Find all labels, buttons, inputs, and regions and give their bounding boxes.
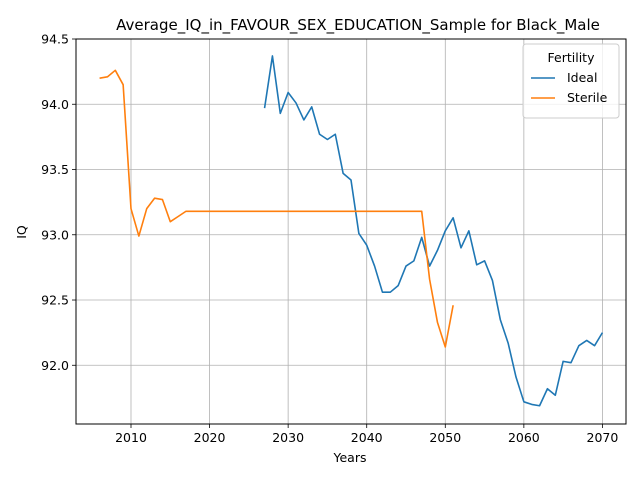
legend: Fertility Ideal Sterile [522,43,620,119]
series-layer [99,55,604,407]
y-tick-label: 94.5 [41,32,69,47]
y-tick-label: 93.0 [41,227,69,242]
x-tick-label: 2030 [272,430,304,445]
y-axis: 92.0 92.5 93.0 93.5 94.0 94.5 [41,32,76,373]
legend-label-sterile: Sterile [567,90,608,105]
x-axis-label: Years [333,450,367,465]
grid-lines [76,38,626,424]
series-line-ideal [263,55,604,407]
y-tick-label: 94.0 [41,97,69,112]
x-tick-label: 2070 [587,430,619,445]
series-line-sterile [99,69,454,348]
y-tick-label: 93.5 [41,162,69,177]
legend-label-ideal: Ideal [567,70,597,85]
x-tick-label: 2060 [508,430,540,445]
x-axis: 2010 2020 2030 2040 2050 2060 2070 [115,424,618,445]
x-tick-label: 2010 [115,430,147,445]
y-axis-label: IQ [14,225,29,239]
chart-title: Average_IQ_in_FAVOUR_SEX_EDUCATION_Sampl… [116,16,600,35]
x-tick-label: 2040 [351,430,383,445]
plot-frame [75,38,627,425]
legend-box [522,43,620,119]
x-tick-label: 2050 [429,430,461,445]
y-tick-label: 92.5 [41,293,69,308]
x-tick-label: 2020 [194,430,226,445]
y-tick-label: 92.0 [41,358,69,373]
legend-title: Fertility [548,50,596,65]
